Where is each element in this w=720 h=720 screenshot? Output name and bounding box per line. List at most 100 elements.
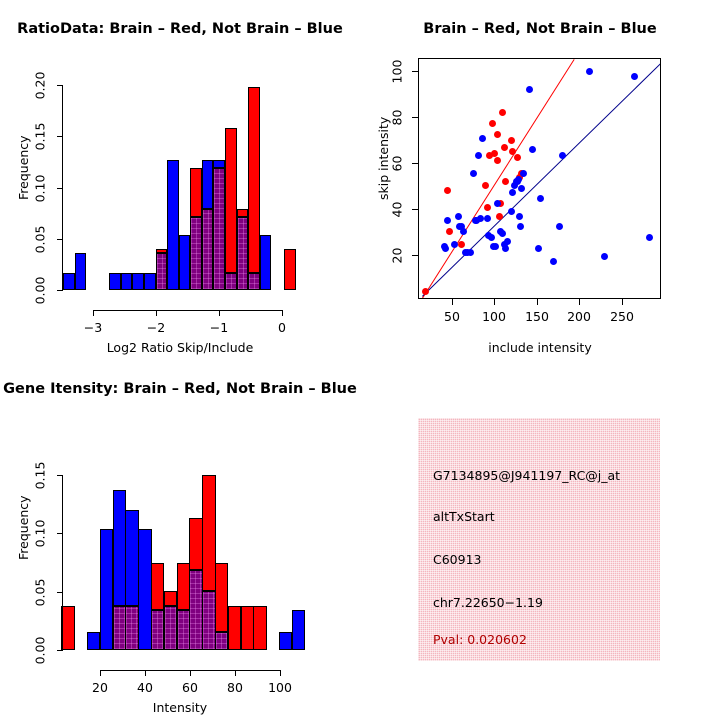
scatter-point: [446, 227, 454, 235]
panel-probe-info: G7134895@J941197_RC@j_at altTxStart C609…: [360, 360, 720, 720]
histogram-bar: [253, 605, 267, 650]
scatter-point: [482, 182, 489, 190]
histogram-bar: [202, 591, 216, 650]
histogram-bar: [279, 631, 293, 650]
accession-text: C60913: [433, 552, 482, 567]
scatter-point: [486, 152, 494, 160]
scatter-point: [495, 212, 503, 220]
scatter-xlabel: include intensity: [488, 340, 592, 355]
histogram-bar: [201, 208, 214, 290]
scatter-point: [513, 154, 521, 162]
scatter-point: [507, 137, 515, 145]
scatter-ytick-label: 40: [389, 201, 405, 218]
histogram-bar: [87, 631, 101, 650]
histogram-bar: [125, 605, 139, 650]
ratio-hist-ytick: [57, 85, 63, 86]
histogram-bar: [112, 605, 126, 650]
histogram-bar: [143, 272, 156, 290]
scatter-point: [536, 195, 544, 203]
histogram-bar: [236, 217, 249, 290]
scatter-point: [466, 249, 474, 257]
scatter-point: [493, 130, 501, 138]
ratio-hist-xtick-label: 0: [278, 320, 286, 335]
scatter-point: [510, 182, 518, 190]
scatter-ytick-label: 100: [389, 59, 405, 84]
gene-hist-yaxis: [62, 475, 63, 650]
scatter-point: [504, 238, 512, 246]
scatter-xtick: [622, 299, 623, 305]
scatter-xtick-label: 200: [567, 309, 591, 324]
scatter-plot-area: [418, 58, 661, 299]
scatter-ytick: [412, 71, 418, 72]
probe-info-background: [418, 418, 660, 661]
gene-hist-xtick: [100, 670, 101, 676]
panel-intensity-scatter: Brain – Red, Not Brain – Blue skip inten…: [360, 0, 720, 360]
gene-hist-xtick: [145, 670, 146, 676]
scatter-point: [422, 287, 430, 295]
scatter-title: Brain – Red, Not Brain – Blue: [423, 21, 657, 37]
histogram-bar: [190, 217, 202, 290]
scatter-point: [499, 229, 507, 237]
scatter-point: [441, 244, 449, 252]
histogram-bar: [163, 605, 178, 650]
scatter-point: [558, 152, 566, 160]
ratio-hist-ytick: [57, 136, 63, 138]
ratio-hist-ytick-label: 0.20: [32, 71, 48, 100]
histogram-bar: [176, 562, 190, 611]
gene-hist-ytick: [57, 533, 63, 535]
histogram-bar: [215, 562, 229, 632]
scatter-point: [499, 109, 507, 117]
histogram-bar: [155, 249, 168, 254]
histogram-bar: [132, 272, 144, 290]
scatter-point: [502, 178, 510, 186]
ratio-hist-xlabel: Log2 Ratio Skip/Include: [106, 340, 254, 355]
scatter-ytick: [412, 209, 418, 210]
scatter-point: [444, 186, 452, 194]
ratio-hist-plot-area: [0, 0, 360, 360]
histogram-bar: [109, 272, 121, 290]
histogram-bar: [284, 249, 297, 290]
histogram-bar: [215, 631, 229, 650]
scatter-point: [507, 208, 515, 216]
histogram-bar: [202, 475, 216, 592]
gene-hist-ytick: [57, 591, 63, 593]
scatter-point: [526, 85, 534, 93]
scatter-point: [483, 203, 491, 211]
histogram-bar: [291, 610, 306, 650]
scatter-point: [534, 244, 542, 252]
scatter-point: [483, 214, 491, 222]
histogram-bar: [63, 272, 75, 290]
histogram-bar: [189, 569, 203, 650]
scatter-point: [516, 223, 524, 231]
scatter-point: [459, 227, 467, 235]
scatter-point: [488, 120, 496, 128]
ratio-hist-ytick: [57, 238, 63, 240]
scatter-point: [528, 145, 536, 153]
histogram-bar: [120, 272, 133, 290]
scatter-ytick-label: 60: [389, 155, 405, 172]
histogram-bar: [213, 160, 225, 168]
ratio-hist-xtick-label: −3: [83, 320, 103, 335]
scatter-point: [500, 143, 508, 151]
ratio-hist-ytick-label: 0.15: [32, 122, 48, 151]
histogram-bar: [236, 208, 249, 218]
pval-text: Pval: 0.020602: [433, 632, 527, 647]
scatter-xtick-label: 100: [482, 309, 506, 324]
gene-hist-xtick-label: 80: [227, 680, 243, 695]
histogram-bar: [176, 610, 190, 650]
scatter-xtick: [537, 299, 538, 305]
ratio-hist-ytick-label: 0.10: [32, 174, 48, 202]
gene-hist-xtick-label: 100: [268, 680, 292, 695]
scatter-point: [509, 188, 517, 196]
scatter-point: [631, 72, 639, 80]
scatter-ytick-label: 80: [389, 109, 405, 126]
scatter-xtick: [494, 299, 495, 305]
histogram-bar: [167, 160, 179, 290]
histogram-bar: [189, 518, 203, 570]
scatter-point: [470, 169, 478, 177]
histogram-bar: [112, 489, 126, 606]
histogram-bar: [259, 235, 272, 290]
ratio-hist-xtick: [219, 310, 220, 316]
ratio-hist-title: RatioData: Brain – Red, Not Brain – Blue: [17, 21, 343, 37]
